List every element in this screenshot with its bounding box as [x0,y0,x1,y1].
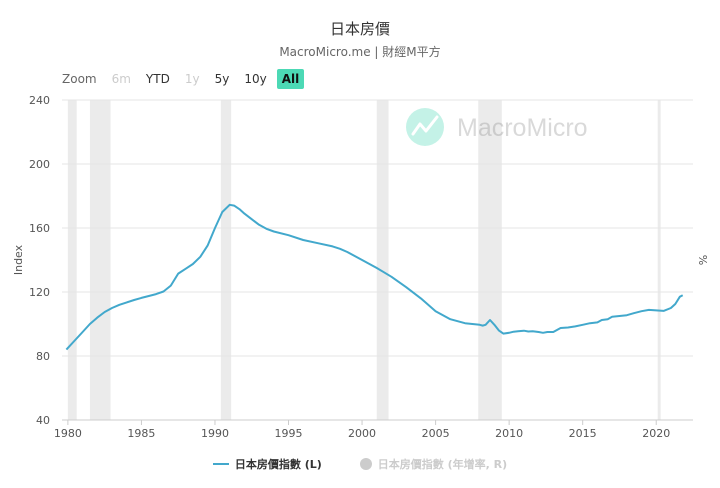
chart-title: 日本房價 [329,20,390,38]
recession-band [67,100,77,420]
y-tick-label: 240 [29,94,50,107]
watermark-logo-icon [406,108,444,146]
recession-band [657,100,661,420]
x-tick-label: 1985 [127,427,155,440]
x-tick-label: 1980 [54,427,82,440]
chart-subtitle: MacroMicro.me | 財經M平方 [279,45,441,59]
x-tick-label: 2005 [422,427,450,440]
watermark-text: MacroMicro [457,114,588,142]
legend-label: 日本房價指數 (年增率, R) [377,458,508,471]
recession-band [89,100,111,420]
x-tick-label: 1990 [201,427,229,440]
zoom-bar: Zoom 6m YTD 1y 5y 10y All [62,69,309,89]
legend-line-swatch [212,463,229,465]
legend-label: 日本房價指數 (L) [234,458,322,471]
zoom-button-6m[interactable]: 6m [111,72,131,86]
zoom-label: Zoom [62,72,97,86]
zoom-button-5y[interactable]: 5y [214,72,230,86]
zoom-button-all[interactable]: All [276,69,305,89]
x-tick-label: 1995 [275,427,303,440]
legend: 日本房價指數 (L) 日本房價指數 (年增率, R) [0,456,720,472]
y-axis-label: Index [12,244,25,275]
legend-item-series-2[interactable]: 日本房價指數 (年增率, R) [359,456,508,472]
y-tick-label: 160 [29,222,50,235]
recession-band [376,100,389,420]
series-line[interactable] [65,203,684,351]
y-tick-label: 120 [29,286,50,299]
legend-item-series-1[interactable]: 日本房價指數 (L) [212,456,322,472]
legend-dot-swatch [359,458,372,470]
watermark: MacroMicro [406,108,588,146]
y-tick-label: 200 [29,158,50,171]
y-tick-label: 40 [36,414,50,427]
x-tick-label: 2010 [495,427,523,440]
x-tick-label: 2020 [642,427,670,440]
y-tick-label: 80 [36,350,50,363]
x-tick-label: 2015 [569,427,597,440]
y-axis-label-right: % [697,255,710,265]
zoom-button-10y[interactable]: 10y [244,72,267,86]
x-tick-label: 2000 [348,427,376,440]
recession-band [220,100,232,420]
recession-band [478,100,502,420]
zoom-button-1y[interactable]: 1y [184,72,200,86]
zoom-button-ytd[interactable]: YTD [145,72,170,86]
watermark-logo-mark-icon [411,115,439,136]
